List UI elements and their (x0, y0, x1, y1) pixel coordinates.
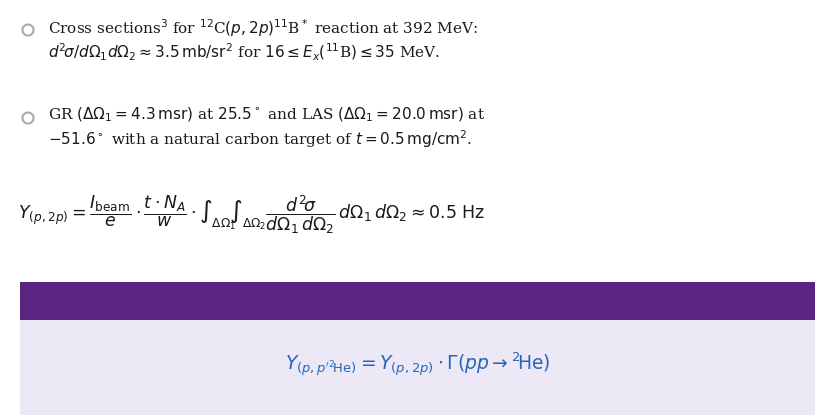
Text: GR $(\Delta\Omega_1 = 4.3\,\mathrm{msr})$ at $25.5^\circ$ and LAS $(\Delta\Omega: GR $(\Delta\Omega_1 = 4.3\,\mathrm{msr})… (48, 106, 485, 124)
Text: $Y_{(p,p'{}^2\!\mathrm{He})} = Y_{(p,2p)} \cdot \Gamma(pp \rightarrow {}^2\!\mat: $Y_{(p,p'{}^2\!\mathrm{He})} = Y_{(p,2p)… (286, 351, 551, 379)
Bar (20, 319, 815, 415)
Text: Cross sections$^3$ for $^{12}$C$(p,2p)^{11}$B$^*$ reaction at 392 MeV:: Cross sections$^3$ for $^{12}$C$(p,2p)^{… (48, 17, 478, 39)
Bar (20, 282, 815, 320)
Text: $Y_{(p,2p)} = \dfrac{I_{\rm beam}}{e} \cdot \dfrac{t \cdot N_A}{w} \cdot \int_{\: $Y_{(p,2p)} = \dfrac{I_{\rm beam}}{e} \c… (18, 194, 485, 236)
Text: $d^2\!\sigma/d\Omega_1 d\Omega_2 \approx 3.5\,\mathrm{mb/sr}^2$ for $16 \leq E_x: $d^2\!\sigma/d\Omega_1 d\Omega_2 \approx… (48, 42, 440, 63)
Text: $-51.6^\circ$ with a natural carbon target of $t = 0.5\,\mathrm{mg/cm}^2$.: $-51.6^\circ$ with a natural carbon targ… (48, 128, 473, 150)
